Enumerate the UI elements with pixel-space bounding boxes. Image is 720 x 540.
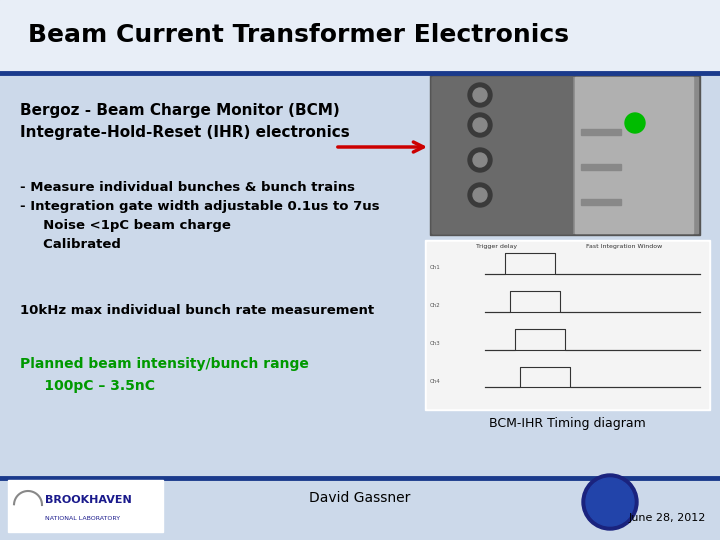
Bar — [432, 77, 572, 233]
Text: NATIONAL LABORATORY: NATIONAL LABORATORY — [45, 516, 120, 521]
Text: 10kHz max individual bunch rate measurement: 10kHz max individual bunch rate measurem… — [20, 304, 374, 317]
Circle shape — [625, 113, 645, 133]
Text: Ch2: Ch2 — [430, 303, 441, 308]
Text: BCM-IHR Timing diagram: BCM-IHR Timing diagram — [489, 417, 646, 430]
Text: June 28, 2012: June 28, 2012 — [629, 513, 706, 523]
Text: David Gassner: David Gassner — [310, 491, 410, 505]
Text: Ch4: Ch4 — [430, 379, 441, 383]
Bar — [575, 77, 693, 233]
Bar — [581, 199, 621, 205]
Circle shape — [468, 113, 492, 137]
Text: Ch3: Ch3 — [430, 341, 441, 346]
Text: - Measure individual bunches & bunch trains
- Integration gate width adjustable : - Measure individual bunches & bunch tra… — [20, 181, 379, 251]
Circle shape — [473, 188, 487, 202]
Bar — [581, 164, 621, 170]
Circle shape — [468, 83, 492, 107]
Bar — [430, 75, 700, 235]
Circle shape — [473, 153, 487, 167]
Circle shape — [473, 88, 487, 102]
Text: Trigger delay: Trigger delay — [476, 244, 517, 249]
Circle shape — [586, 478, 634, 526]
Circle shape — [473, 118, 487, 132]
Bar — [427, 242, 708, 408]
Circle shape — [468, 183, 492, 207]
Circle shape — [468, 148, 492, 172]
Text: Ch1: Ch1 — [430, 265, 441, 270]
Text: BROOKHAVEN: BROOKHAVEN — [45, 495, 132, 505]
Bar — [581, 129, 621, 135]
Bar — [0, 478, 720, 540]
Text: Fast Integration Window: Fast Integration Window — [586, 244, 662, 249]
Text: Planned beam intensity/bunch range
     100pC – 3.5nC: Planned beam intensity/bunch range 100pC… — [20, 357, 309, 393]
Circle shape — [582, 474, 638, 530]
Bar — [0, 0, 720, 73]
Text: Bergoz - Beam Charge Monitor (BCM)
Integrate-Hold-Reset (IHR) electronics: Bergoz - Beam Charge Monitor (BCM) Integ… — [20, 103, 350, 140]
Text: Beam Current Transformer Electronics: Beam Current Transformer Electronics — [28, 23, 569, 47]
Bar — [432, 77, 698, 233]
Bar — [8, 480, 163, 532]
Bar — [425, 240, 710, 410]
